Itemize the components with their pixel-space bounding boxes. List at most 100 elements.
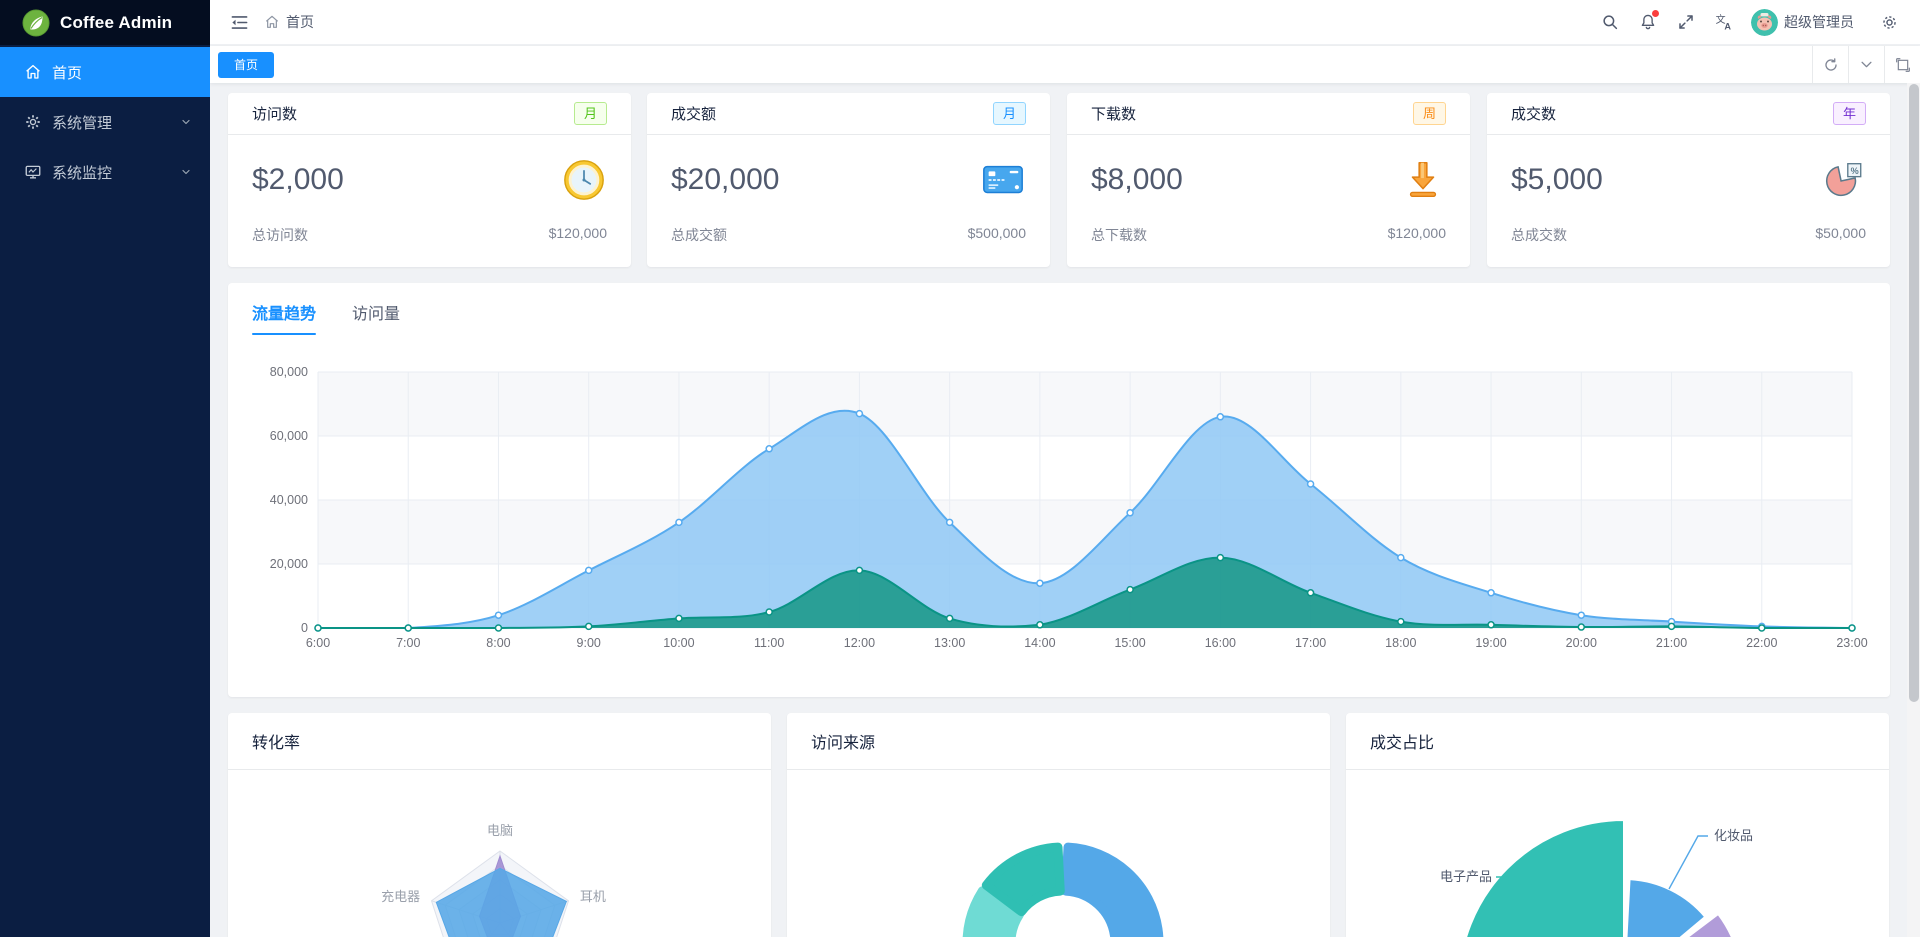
card-title: 成交占比: [1370, 735, 1435, 752]
svg-text:20:00: 20:00: [1566, 636, 1597, 650]
area-chart[interactable]: 0 20,000 40,000 60,000 80,000 6:00 7:00 8:00 9:0…: [228, 339, 1890, 669]
tab-visit-volume[interactable]: 访问量: [352, 306, 401, 323]
svg-text:20,000: 20,000: [270, 557, 308, 571]
stat-card-turnover: 成交额 月 $20,000 总成交额 $500,000: [647, 93, 1050, 267]
fullscreen-icon: [1679, 15, 1693, 29]
sidebar-item-system-monitor[interactable]: 系统监控: [0, 147, 210, 197]
sidebar-item-label: 系统监控: [52, 164, 113, 182]
stat-value: $2,000: [252, 163, 344, 196]
fullscreen-button[interactable]: [1669, 5, 1703, 39]
trend-tabs: 流量趋势 访问量: [228, 283, 1890, 341]
svg-text:A: A: [1724, 22, 1731, 32]
stat-card-visits: 访问数 月 $2,000 总访问数 $120,000: [228, 93, 631, 267]
svg-text:23:00: 23:00: [1836, 636, 1867, 650]
settings-button[interactable]: [1872, 5, 1906, 39]
monitor-icon: [25, 165, 41, 179]
tab-home[interactable]: 首页: [218, 51, 275, 78]
period-badge: 月: [992, 102, 1026, 125]
svg-text:13:00: 13:00: [934, 636, 965, 650]
visit-source-card: 访问来源: [787, 713, 1330, 937]
page-tabs-bar: 首页: [210, 46, 1920, 83]
translate-icon: 文 A: [1716, 13, 1732, 32]
search-button[interactable]: [1593, 5, 1627, 39]
notification-dot: [1652, 10, 1659, 17]
refresh-icon: [1824, 57, 1837, 71]
svg-text:文: 文: [1716, 13, 1726, 26]
translate-button[interactable]: 文 A: [1707, 5, 1741, 39]
svg-text:60,000: 60,000: [270, 429, 308, 443]
stat-footer-value: $500,000: [967, 225, 1026, 241]
download-icon: [1409, 161, 1437, 197]
stat-value: $5,000: [1511, 163, 1603, 196]
topbar-actions: 文 A 超级管理员: [1593, 5, 1906, 39]
sidebar-menu: 首页 系统管理: [0, 45, 210, 197]
topbar: 首页: [210, 0, 1920, 45]
sidebar-item-label: 系统管理: [52, 114, 113, 132]
card-title: 成交数: [1511, 106, 1557, 123]
svg-text:22:00: 22:00: [1746, 636, 1777, 650]
search-icon: [1603, 15, 1618, 30]
svg-text:17:00: 17:00: [1295, 636, 1326, 650]
app-title: Coffee Admin: [60, 12, 173, 32]
deal-share-card: 成交占比 电子产品 化妆品: [1346, 713, 1889, 937]
svg-text:21:00: 21:00: [1656, 636, 1687, 650]
svg-text:11:00: 11:00: [754, 636, 784, 650]
scrollbar-track: [1907, 83, 1920, 937]
refresh-tab-button[interactable]: [1812, 46, 1848, 83]
stat-footer-label: 总成交数: [1511, 227, 1567, 243]
stat-footer-label: 总下载数: [1091, 227, 1147, 243]
svg-text:19:00: 19:00: [1475, 636, 1506, 650]
sidebar-item-home[interactable]: 首页: [0, 47, 210, 97]
tab-options-button[interactable]: [1848, 46, 1884, 83]
tab-traffic-trend[interactable]: 流量趋势: [252, 283, 317, 341]
sidebar-item-system-manage[interactable]: 系统管理: [0, 97, 210, 147]
breadcrumb-home: 首页: [286, 14, 314, 30]
donut-chart[interactable]: [787, 770, 1330, 937]
card-title: 转化率: [252, 735, 301, 752]
breadcrumb[interactable]: 首页: [264, 12, 314, 32]
pie-percent-icon: %: [1825, 163, 1862, 197]
svg-text:16:00: 16:00: [1205, 636, 1236, 650]
home-icon: [26, 64, 40, 79]
card-title: 下载数: [1091, 106, 1137, 123]
avatar[interactable]: [1751, 8, 1778, 36]
maximize-content-button[interactable]: [1884, 46, 1920, 83]
svg-text:电脑: 电脑: [487, 823, 513, 838]
bell-icon: [1641, 14, 1655, 30]
rose-pie-chart[interactable]: 电子产品 化妆品: [1346, 770, 1889, 937]
avatar-pig-image: [1751, 8, 1778, 36]
gear-icon: [1882, 15, 1896, 29]
menu-fold-button[interactable]: [222, 5, 256, 39]
stat-card-downloads: 下载数 周 $8,000 总下载数 $120,000: [1067, 93, 1470, 267]
svg-text:40,000: 40,000: [270, 493, 308, 507]
stat-footer-value: $120,000: [1387, 225, 1446, 241]
svg-text:%: %: [1851, 166, 1859, 176]
svg-text:充电器: 充电器: [381, 889, 420, 904]
stat-footer-label: 总成交额: [671, 227, 727, 243]
svg-text:8:00: 8:00: [486, 636, 510, 650]
scrollbar-thumb[interactable]: [1908, 84, 1919, 702]
period-badge: 周: [1412, 102, 1446, 125]
svg-text:化妆品: 化妆品: [1714, 828, 1753, 843]
home-icon: [265, 15, 279, 28]
card-title: 成交额: [671, 106, 717, 123]
svg-text:15:00: 15:00: [1114, 636, 1145, 650]
svg-text:12:00: 12:00: [844, 636, 875, 650]
stat-value: $20,000: [671, 163, 780, 196]
logo: Coffee Admin: [0, 0, 210, 45]
svg-text:7:00: 7:00: [396, 636, 420, 650]
username[interactable]: 超级管理员: [1784, 14, 1854, 30]
sidebar: Coffee Admin 首页 系统管理: [0, 0, 210, 937]
svg-text:10:00: 10:00: [663, 636, 694, 650]
notifications-button[interactable]: [1631, 5, 1665, 39]
svg-text:耳机: 耳机: [580, 889, 606, 904]
stat-footer-value: $120,000: [548, 225, 607, 241]
svg-text:14:00: 14:00: [1024, 636, 1055, 650]
maximize-icon: [1895, 57, 1910, 72]
gear-icon: [26, 115, 40, 129]
period-badge: 月: [573, 102, 607, 125]
card-title: 访问来源: [811, 735, 876, 752]
chevron-down-icon: [182, 119, 190, 125]
